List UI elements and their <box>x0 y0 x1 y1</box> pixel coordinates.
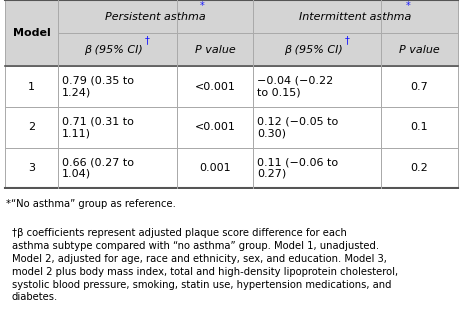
Text: 2: 2 <box>28 122 35 132</box>
Text: *: * <box>199 1 204 11</box>
Text: 1: 1 <box>28 82 35 91</box>
Text: 0.11 (−0.06 to
0.27): 0.11 (−0.06 to 0.27) <box>257 157 338 179</box>
Text: β (95% CI): β (95% CI) <box>84 45 143 55</box>
Text: Persistent asthma: Persistent asthma <box>105 12 206 22</box>
Bar <box>177 33 253 66</box>
Bar <box>253 107 381 147</box>
Text: 0.2: 0.2 <box>410 163 428 173</box>
Bar <box>381 107 458 147</box>
Bar <box>177 66 253 107</box>
Text: 0.71 (0.31 to
1.11): 0.71 (0.31 to 1.11) <box>62 116 134 138</box>
Text: <0.001: <0.001 <box>194 122 236 132</box>
Bar <box>381 66 458 107</box>
Bar <box>253 0 457 33</box>
Bar <box>58 33 177 66</box>
Text: β (95% CI): β (95% CI) <box>284 45 343 55</box>
Bar <box>5 0 58 66</box>
Bar <box>253 33 381 66</box>
Bar <box>177 147 253 188</box>
Bar <box>5 147 58 188</box>
Bar <box>58 107 177 147</box>
Text: †β coefficients represent adjusted plaque score difference for each
asthma subty: †β coefficients represent adjusted plaqu… <box>12 228 398 302</box>
Bar <box>381 147 458 188</box>
Bar <box>253 66 381 107</box>
Text: †: † <box>145 35 150 45</box>
Text: −0.04 (−0.22
to 0.15): −0.04 (−0.22 to 0.15) <box>257 76 333 97</box>
Text: Model: Model <box>13 28 50 38</box>
Text: 0.7: 0.7 <box>410 82 428 91</box>
Text: 0.79 (0.35 to
1.24): 0.79 (0.35 to 1.24) <box>62 76 134 97</box>
Bar <box>177 107 253 147</box>
Text: Intermittent asthma: Intermittent asthma <box>299 12 411 22</box>
Bar <box>5 107 58 147</box>
Text: 0.1: 0.1 <box>410 122 428 132</box>
Text: P value: P value <box>399 45 440 55</box>
Text: <0.001: <0.001 <box>194 82 236 91</box>
Text: †: † <box>345 35 349 45</box>
Text: *: * <box>406 1 410 11</box>
Bar <box>58 0 253 33</box>
Bar <box>58 147 177 188</box>
Bar <box>381 33 458 66</box>
Bar <box>58 66 177 107</box>
Text: 0.001: 0.001 <box>199 163 231 173</box>
Bar <box>253 147 381 188</box>
Text: P value: P value <box>194 45 235 55</box>
Text: 0.66 (0.27 to
1.04): 0.66 (0.27 to 1.04) <box>62 157 134 179</box>
Text: 3: 3 <box>28 163 35 173</box>
Text: *“No asthma” group as reference.: *“No asthma” group as reference. <box>6 199 175 209</box>
Text: 0.12 (−0.05 to
0.30): 0.12 (−0.05 to 0.30) <box>257 116 338 138</box>
Bar <box>5 66 58 107</box>
